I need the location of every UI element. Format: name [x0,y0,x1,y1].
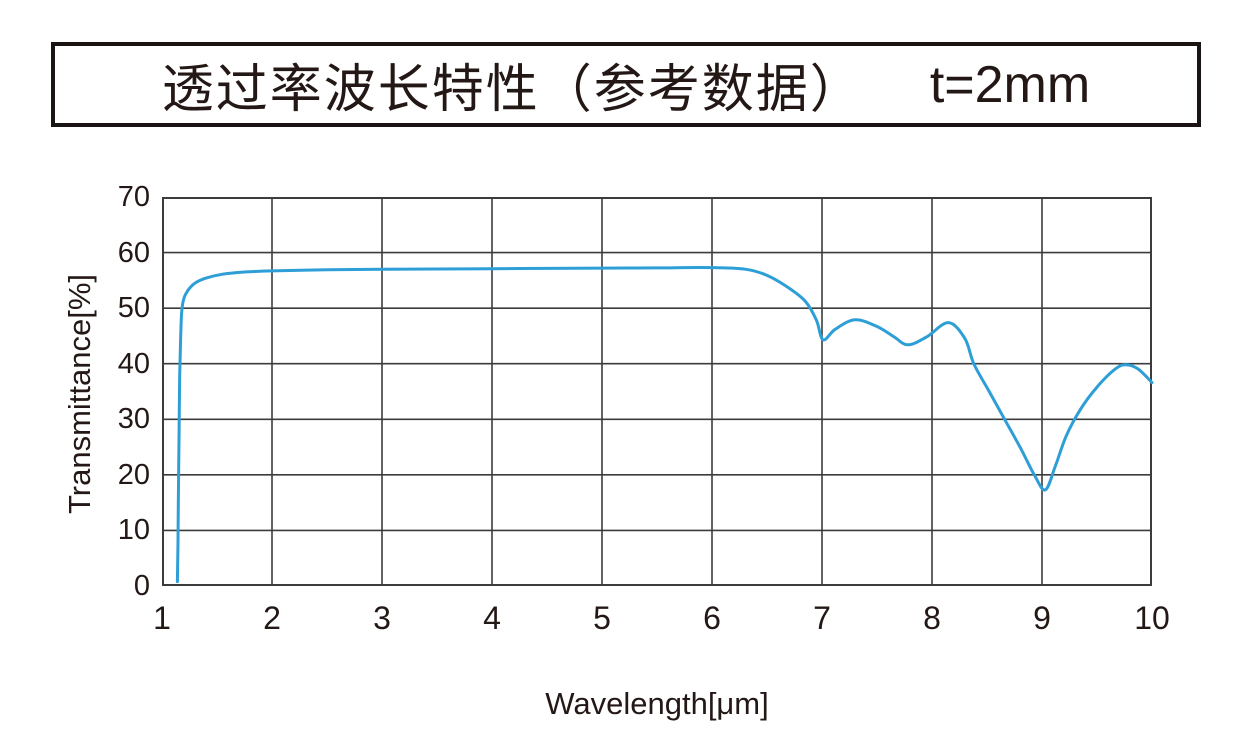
y-tick-label: 60 [117,236,150,269]
x-tick-label: 3 [373,600,391,636]
y-tick-label: 70 [117,181,150,213]
x-tick-label: 1 [153,600,171,636]
x-tick-label: 6 [703,600,721,636]
x-tick-label: 4 [483,600,501,636]
x-tick-label: 2 [263,600,281,636]
x-tick-label: 10 [1134,600,1170,636]
transmittance-curve [175,266,1154,584]
chart-title: 透过率波长特性（参考数据） [161,61,864,119]
x-tick-label: 7 [813,600,831,636]
y-tick-label: 10 [117,514,150,547]
x-axis-label: Wavelength[μm] [545,686,769,721]
plot-border [162,197,1152,586]
x-tick-label: 8 [923,600,941,636]
y-tick-label: 0 [133,570,150,602]
plot-area [162,197,1154,586]
y-tick-label: 30 [117,403,150,436]
y-tick-label: 40 [117,347,150,380]
x-tick-label: 5 [593,600,611,636]
y-tick-label: 20 [117,458,150,491]
thickness-label: t=2mm [929,55,1091,114]
y-tick-label: 50 [117,292,150,325]
x-tick-label: 9 [1033,600,1051,636]
title-box: 透过率波长特性（参考数据） t=2mm [51,42,1201,127]
